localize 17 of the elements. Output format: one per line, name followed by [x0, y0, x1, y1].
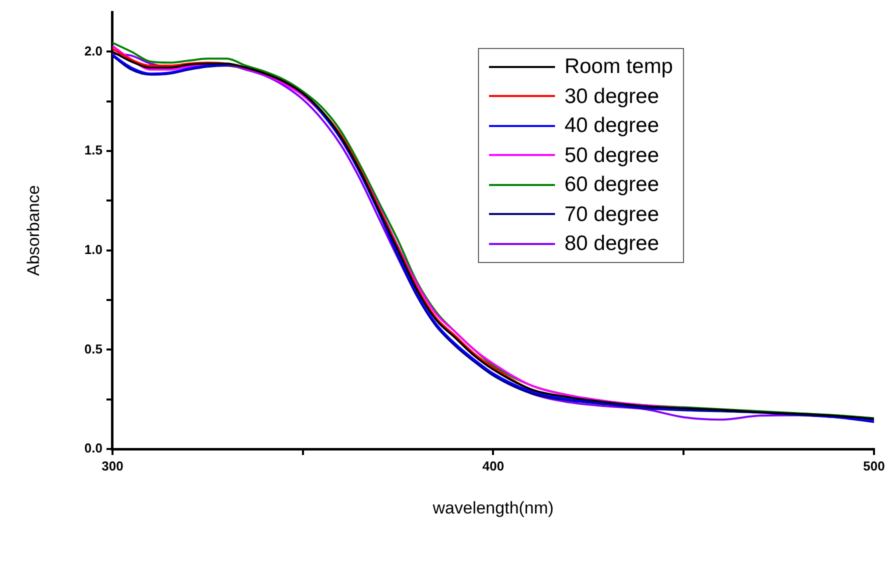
x-tick-label: 500 — [863, 458, 885, 474]
legend-label: 80 degree — [564, 231, 660, 257]
y-tick-label: 2.0 — [84, 43, 102, 58]
y-tick-label: 1.5 — [84, 142, 102, 158]
x-tick-label: 300 — [102, 458, 124, 474]
legend-label: 40 degree — [564, 113, 660, 139]
y-axis-title: Absorbance — [24, 185, 43, 276]
y-tick-label: 0.0 — [84, 440, 102, 456]
x-tick-label: 400 — [482, 458, 504, 474]
x-axis-title: wavelength(nm) — [432, 498, 554, 518]
legend-label: 70 degree — [564, 202, 660, 228]
y-tick-label: 0.5 — [84, 341, 102, 356]
legend-label: 50 degree — [564, 142, 660, 168]
legend-label: 30 degree — [564, 84, 660, 110]
y-tick-label: 1.0 — [84, 242, 102, 257]
legend-label: Room temp — [564, 54, 673, 80]
legend-label: 60 degree — [564, 172, 660, 198]
